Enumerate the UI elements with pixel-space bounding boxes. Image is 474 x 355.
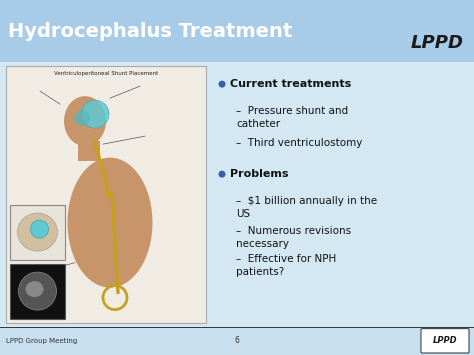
Text: –  Pressure shunt and
catheter: – Pressure shunt and catheter [236, 106, 348, 129]
Circle shape [219, 81, 226, 88]
Ellipse shape [67, 158, 153, 288]
Ellipse shape [18, 213, 57, 251]
Bar [10, 264, 65, 318]
Text: –  $1 billion annually in the
US: – $1 billion annually in the US [236, 196, 377, 219]
Ellipse shape [26, 281, 44, 297]
Ellipse shape [74, 110, 90, 126]
Text: –  Numerous revisions
necessary: – Numerous revisions necessary [236, 226, 351, 248]
Text: Current treatments: Current treatments [230, 79, 351, 89]
Text: LPPD Group Meeting: LPPD Group Meeting [6, 338, 77, 344]
Text: Ventriculoperitoneal Shunt Placement: Ventriculoperitoneal Shunt Placement [54, 71, 158, 76]
Bar [0, 327, 474, 355]
Text: 6: 6 [235, 336, 239, 345]
Text: –  Third ventriculostomy: – Third ventriculostomy [236, 138, 363, 148]
Bar [0, 62, 474, 327]
Bar [0, 0, 474, 62]
Text: LPPD: LPPD [411, 34, 464, 52]
Ellipse shape [30, 220, 48, 238]
Text: Hydrocephalus Treatment: Hydrocephalus Treatment [8, 22, 292, 40]
Text: Problems: Problems [230, 169, 289, 179]
Ellipse shape [18, 272, 56, 310]
Bar [6, 66, 206, 323]
Text: –  Effective for NPH
patients?: – Effective for NPH patients? [236, 254, 336, 277]
Ellipse shape [81, 100, 109, 128]
FancyBboxPatch shape [421, 329, 469, 353]
Circle shape [219, 171, 226, 178]
Bar [10, 204, 65, 260]
Bar [78, 141, 100, 161]
Text: LPPD: LPPD [433, 336, 457, 345]
Ellipse shape [64, 96, 106, 146]
